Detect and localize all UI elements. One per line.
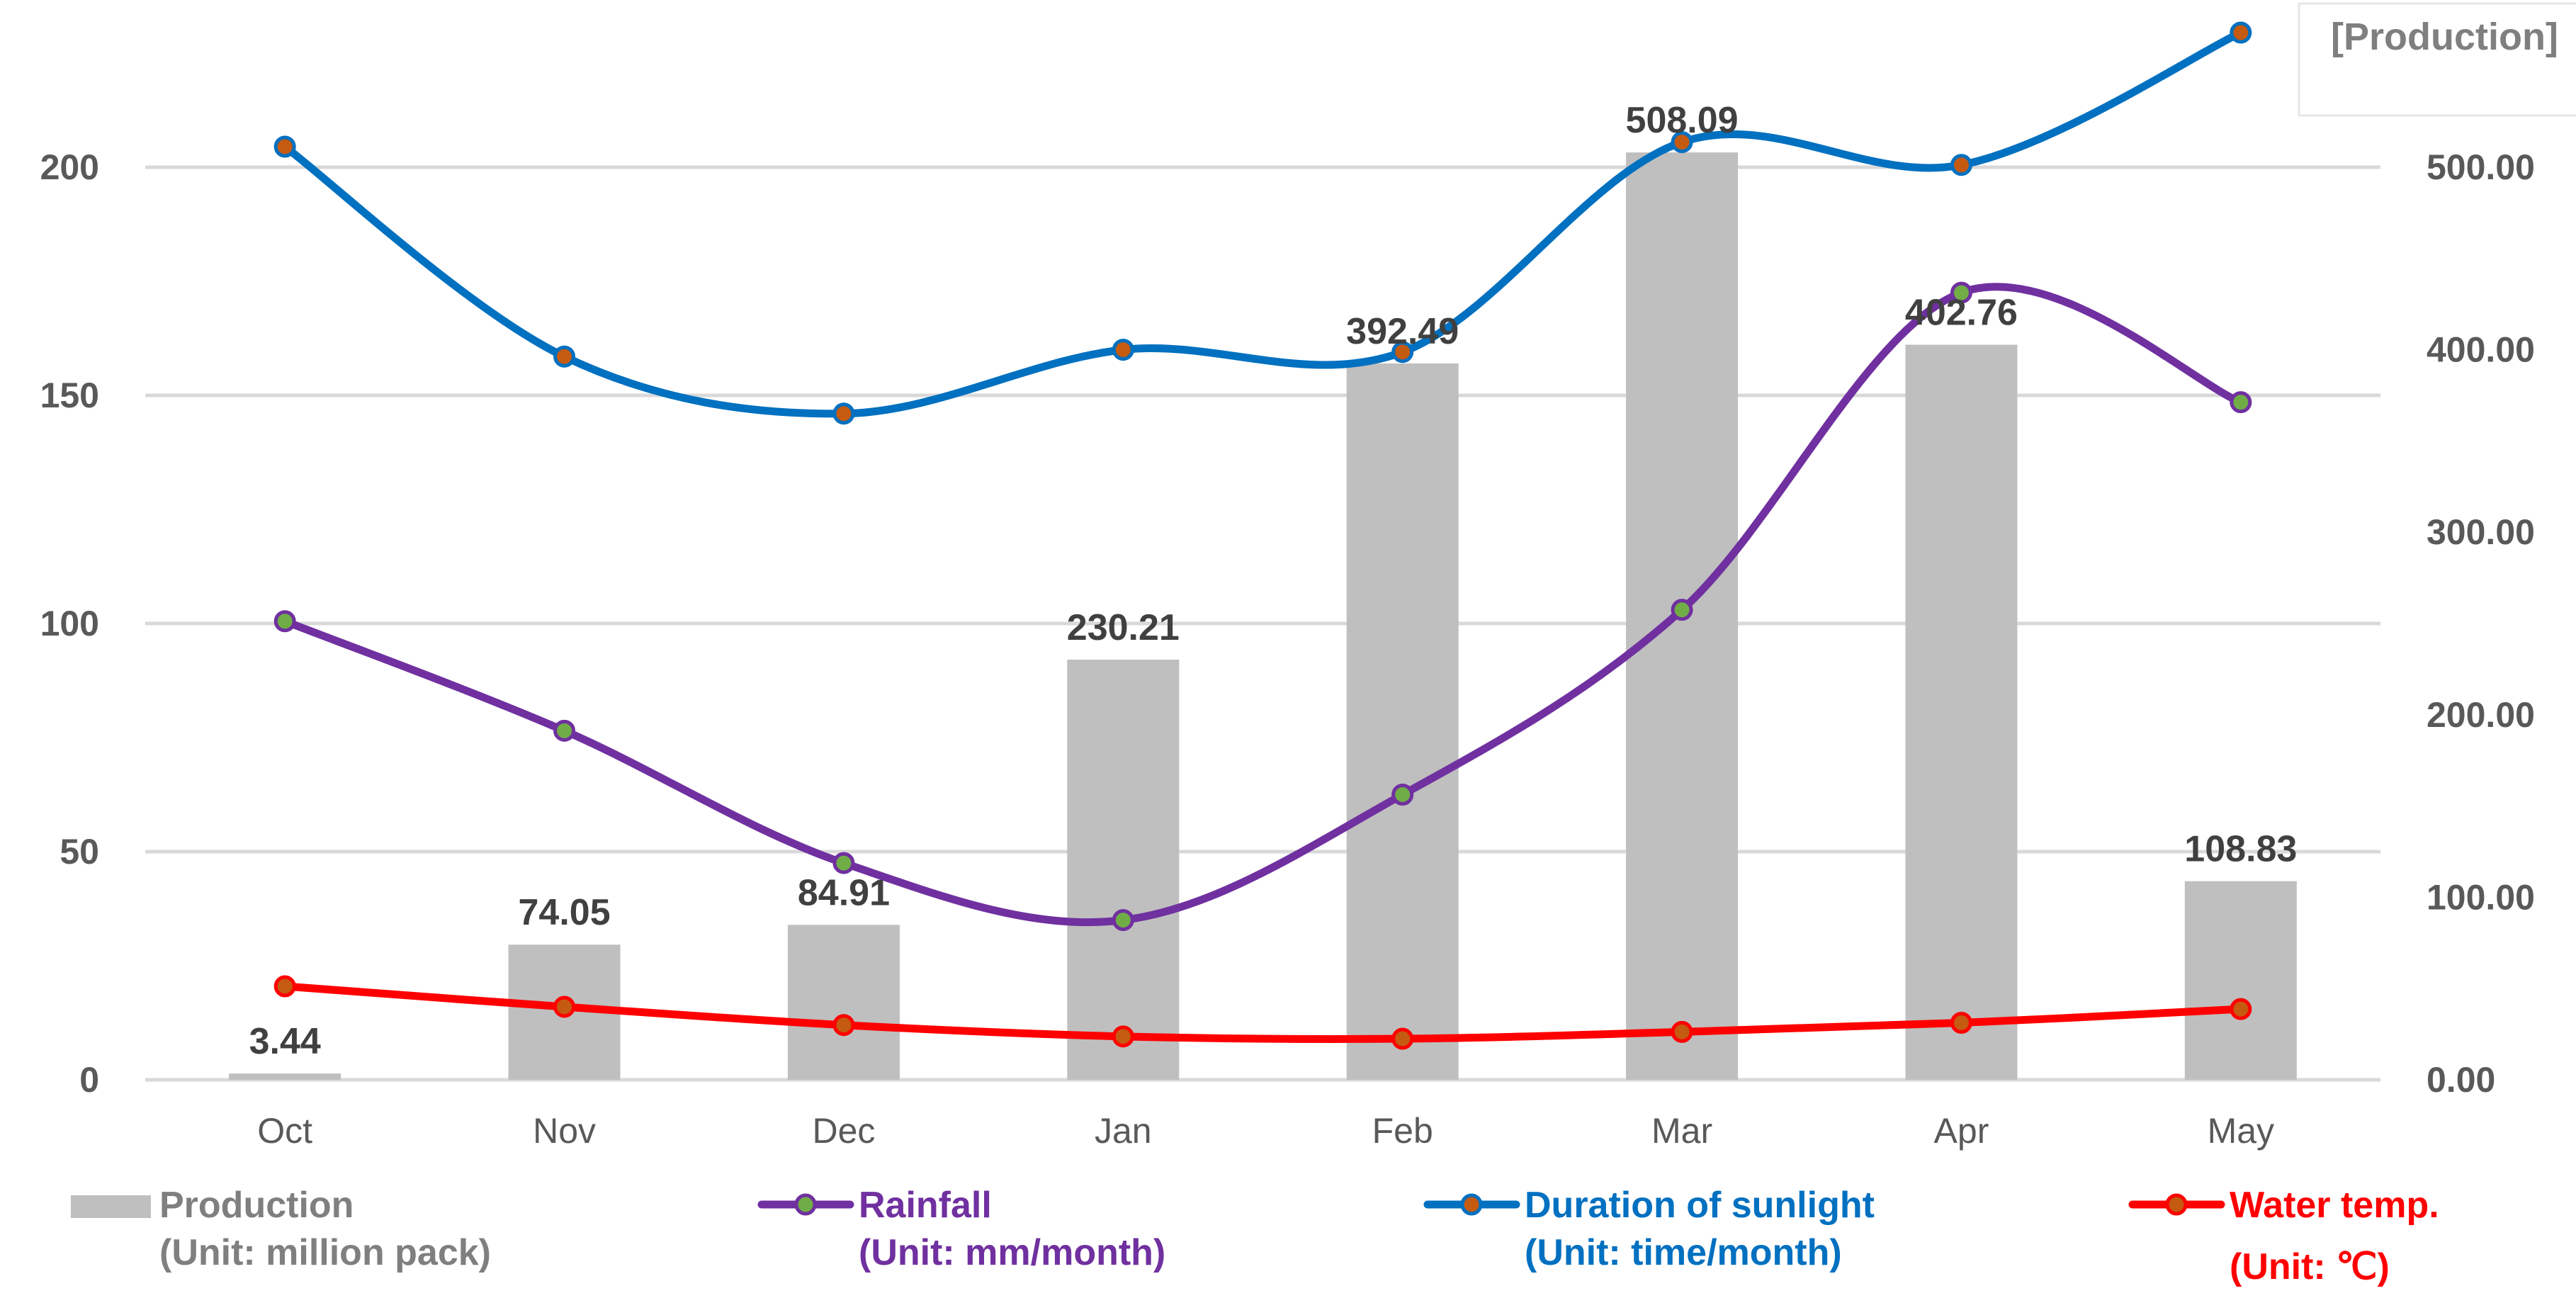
- production-data-label: 508.09: [1626, 100, 1739, 141]
- axes: 0 50 100 150 200 0.00 100.00 200.00 300.00 400.00…: [40, 2, 2576, 1151]
- rainfall-marker: [1671, 599, 1693, 621]
- production-bar: [787, 925, 900, 1080]
- water-temp-marker: [553, 995, 576, 1018]
- right-axis-title-box: [2298, 2, 2576, 117]
- production-data-label: 84.91: [798, 872, 890, 913]
- legend-unit-rainfall: (Unit: mm/month): [859, 1232, 1165, 1273]
- rainfall-marker: [2230, 391, 2252, 414]
- legend-label-production: Production: [159, 1185, 354, 1226]
- right-axis-tick-label: 0.00: [2427, 1060, 2495, 1100]
- bar-data-labels: 3.44 74.05 84.91 230.21 392.49 508.09 402.76 10…: [249, 100, 2298, 1062]
- duration-of-sunlight-marker: [1391, 341, 1414, 363]
- production-data-label: 230.21: [1067, 607, 1180, 648]
- x-axis-tick-label: Feb: [1372, 1111, 1433, 1151]
- legend: Production (Unit: million pack) Rainfall (U…: [71, 1185, 2439, 1287]
- production-bar: [1905, 344, 2018, 1080]
- water-temp-marker: [1112, 1025, 1134, 1048]
- left-axis-tick-label: 150: [40, 376, 99, 415]
- x-axis-tick-label: Jan: [1095, 1111, 1152, 1151]
- legend-unit-water-temp: (Unit: ℃): [2230, 1246, 2390, 1287]
- duration-of-sunlight-marker: [2230, 21, 2252, 44]
- left-axis-tick-label: 0: [79, 1060, 99, 1100]
- water-temp-marker: [832, 1014, 855, 1037]
- production-data-label: 74.05: [518, 892, 610, 933]
- right-axis-tick-label: 300.00: [2427, 512, 2535, 552]
- legend-marker-water-temp: [2165, 1193, 2188, 1216]
- legend-marker-rainfall: [794, 1193, 817, 1216]
- legend-label-water-temp: Water temp.: [2230, 1185, 2439, 1226]
- right-axis-title: [Production]: [2331, 16, 2558, 58]
- production-data-label: 402.76: [1905, 292, 2018, 333]
- right-axis-tick-label: 500.00: [2427, 147, 2535, 187]
- rainfall-marker: [553, 719, 576, 742]
- rainfall-marker: [1391, 784, 1414, 806]
- production-bar: [1346, 363, 1459, 1080]
- x-axis-tick-label: Nov: [533, 1111, 596, 1151]
- rainfall-marker: [273, 610, 296, 633]
- rainfall-marker: [832, 852, 855, 874]
- duration-of-sunlight-marker: [832, 402, 855, 425]
- production-data-label: 3.44: [249, 1021, 321, 1062]
- left-axis-tick-label: 100: [40, 604, 99, 643]
- legend-label-duration-of-sunlight: Duration of sunlight: [1525, 1185, 1875, 1226]
- rainfall-marker: [1112, 909, 1134, 932]
- series-lines: [281, 28, 2245, 1043]
- production-bar: [2184, 881, 2297, 1080]
- x-axis-tick-label: Apr: [1934, 1111, 1989, 1151]
- water-temp-marker: [273, 975, 296, 998]
- x-axis-tick-label: May: [2208, 1111, 2274, 1151]
- legend-unit-production: (Unit: million pack): [159, 1232, 491, 1273]
- water-temp-marker: [1391, 1027, 1414, 1050]
- production-data-label: 392.49: [1346, 311, 1459, 352]
- left-axis-tick-label: 50: [60, 832, 99, 872]
- rainfall-line: [281, 283, 2245, 927]
- duration-of-sunlight-marker: [553, 345, 576, 368]
- legend-unit-duration-of-sunlight: (Unit: time/month): [1525, 1232, 1842, 1273]
- x-axis-tick-label: Dec: [812, 1111, 875, 1151]
- x-axis-tick-label: Oct: [257, 1111, 312, 1151]
- duration-of-sunlight-marker: [1671, 131, 1693, 154]
- right-axis-tick-label: 200.00: [2427, 695, 2535, 735]
- water-temp-marker: [1671, 1020, 1693, 1043]
- production-bar: [1067, 659, 1180, 1080]
- water-temp-marker: [1950, 1012, 1972, 1034]
- duration-of-sunlight-marker: [1950, 154, 1972, 176]
- right-axis-tick-label: 400.00: [2427, 330, 2535, 370]
- duration-of-sunlight-marker: [1112, 339, 1134, 361]
- legend-label-rainfall: Rainfall: [859, 1185, 992, 1226]
- left-axis-tick-label: 200: [40, 147, 99, 187]
- production-bars: [229, 152, 2297, 1080]
- legend-swatch-production: [71, 1195, 151, 1218]
- production-data-label: 108.83: [2184, 829, 2297, 870]
- rainfall-marker: [1950, 281, 1972, 304]
- x-axis-tick-label: Mar: [1651, 1111, 1712, 1151]
- series-markers: [273, 21, 2252, 1050]
- production-bar: [229, 1073, 341, 1080]
- legend-marker-duration-of-sunlight: [1460, 1193, 1483, 1216]
- duration-of-sunlight-line: [281, 28, 2245, 418]
- duration-of-sunlight-marker: [273, 135, 296, 158]
- water-temp-line: [281, 982, 2245, 1043]
- right-axis-tick-label: 100.00: [2427, 877, 2535, 917]
- water-temp-marker: [2230, 998, 2252, 1020]
